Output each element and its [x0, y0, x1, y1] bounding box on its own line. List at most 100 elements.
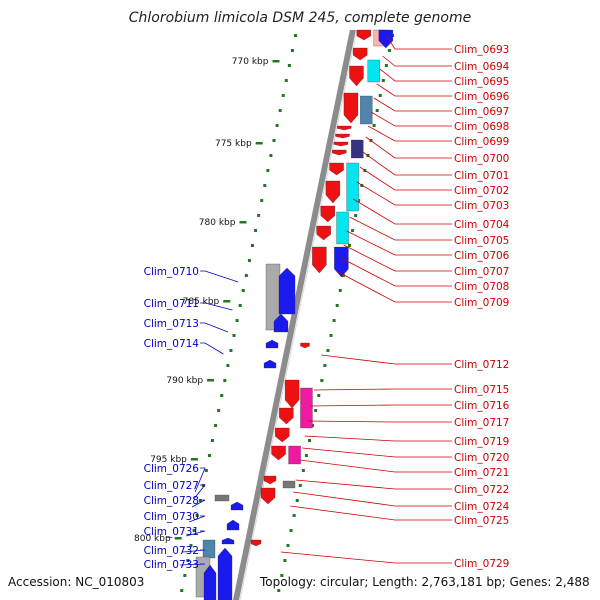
- gene-label-clim-0725: Clim_0725: [454, 515, 509, 527]
- guide-dot: [189, 544, 193, 547]
- gene-box-forward: [300, 387, 313, 429]
- gene-arrow-forward: [300, 342, 310, 349]
- gene-arrow-forward: [316, 225, 331, 241]
- gene-label-clim-0698: Clim_0698: [454, 121, 509, 133]
- genome-backbone: [233, 29, 358, 600]
- guide-dot: [207, 454, 211, 457]
- gene-arrow-forward: [333, 141, 349, 147]
- guide-dot: [381, 79, 385, 82]
- gene-arrow-forward: [279, 407, 294, 425]
- backbone-band: [233, 30, 356, 600]
- label-leader-lines: [180, 35, 452, 566]
- guide-dot: [314, 409, 318, 412]
- guide-dot: [326, 349, 330, 352]
- guide-dot: [238, 304, 242, 307]
- guide-dot: [298, 484, 302, 487]
- leader-line: [180, 563, 206, 566]
- gene-labels: Clim_0693 Clim_0694 Clim_0695 Clim_0696 Clim…: [144, 44, 510, 571]
- gene-arrow-forward: [353, 47, 368, 61]
- gene-arrow-forward: [332, 149, 347, 156]
- gene-arrow-forward: [325, 180, 341, 204]
- gene-arrow-reverse: [265, 339, 279, 349]
- guide-dot: [378, 94, 382, 97]
- leader-line: [346, 230, 452, 256]
- gene-label-clim-0717: Clim_0717: [454, 417, 509, 429]
- leader-line: [186, 530, 206, 537]
- leader-line: [340, 257, 452, 287]
- gene-label-clim-0720: Clim_0720: [454, 452, 509, 464]
- leader-line: [307, 420, 452, 423]
- guide-dot: [308, 439, 312, 442]
- guide-dot: [226, 364, 230, 367]
- guide-dot: [295, 499, 299, 502]
- guide-dot: [235, 319, 239, 322]
- guide-dot: [317, 394, 321, 397]
- leader-line: [359, 166, 452, 191]
- gene-label-clim-0727: Clim_0727: [144, 480, 199, 492]
- gene-label-clim-0701: Clim_0701: [454, 170, 509, 182]
- gene-arrow-forward: [312, 246, 327, 274]
- guide-dot: [229, 349, 233, 352]
- leader-line: [191, 499, 206, 508]
- gene-label-clim-0704: Clim_0704: [454, 219, 510, 231]
- gene-arrow-forward: [250, 539, 262, 547]
- gene-arrow-forward: [343, 92, 359, 124]
- guide-dot: [341, 274, 345, 277]
- scale-tick-mark: [207, 379, 215, 382]
- gene-arrow-forward: [329, 162, 344, 176]
- gene-label-clim-0715: Clim_0715: [454, 384, 509, 396]
- gene-arrow-forward: [356, 29, 372, 41]
- guide-dot: [332, 319, 336, 322]
- guide-dot: [301, 469, 305, 472]
- leader-line: [299, 459, 452, 473]
- guide-dot: [323, 364, 327, 367]
- guide-dot: [250, 244, 254, 247]
- leader-line: [194, 467, 206, 493]
- gene-box-forward: [367, 59, 380, 83]
- leader-line: [295, 479, 452, 490]
- guide-dot: [269, 154, 273, 157]
- leader-line: [376, 83, 452, 97]
- gene-arrow-reverse: [230, 501, 244, 511]
- guide-dot: [283, 559, 287, 562]
- gene-features: [195, 29, 394, 600]
- guide-dot: [277, 589, 281, 592]
- gene-arrow-reverse: [278, 267, 296, 315]
- gene-label-clim-0724: Clim_0724: [454, 501, 510, 513]
- scale-tick-mark: [255, 142, 263, 145]
- gene-label-clim-0729: Clim_0729: [454, 558, 509, 570]
- gene-label-clim-0714: Clim_0714: [144, 338, 200, 350]
- guide-dot: [254, 229, 258, 232]
- gene-arrow-forward: [334, 246, 349, 278]
- leader-line: [188, 515, 206, 523]
- guide-dot: [198, 499, 202, 502]
- leader-line: [290, 505, 452, 521]
- gene-arrow-forward: [263, 475, 277, 485]
- leader-line: [310, 404, 452, 407]
- gene-label-clim-0708: Clim_0708: [454, 281, 509, 293]
- guide-dot: [180, 589, 184, 592]
- gene-arrow-forward: [335, 133, 350, 139]
- gene-box-reverse: [202, 539, 216, 559]
- guide-dot: [289, 529, 293, 532]
- leader-line: [302, 447, 452, 458]
- guide-dot: [320, 379, 324, 382]
- gene-label-clim-0731: Clim_0731: [144, 526, 199, 538]
- guide-dot: [347, 244, 351, 247]
- leader-line: [373, 97, 452, 112]
- gene-label-clim-0716: Clim_0716: [454, 400, 510, 412]
- leader-line: [362, 151, 452, 176]
- gene-label-clim-0722: Clim_0722: [454, 484, 509, 496]
- guide-dot: [280, 574, 284, 577]
- scale-tick-label: 775 kbp: [215, 139, 252, 149]
- guide-dot: [354, 214, 358, 217]
- gene-box-forward: [282, 480, 296, 489]
- guide-dot: [290, 49, 294, 52]
- gene-label-clim-0707: Clim_0707: [454, 266, 509, 278]
- gene-label-clim-0732: Clim_0732: [144, 545, 199, 557]
- guide-dot: [192, 529, 196, 532]
- gene-label-clim-0697: Clim_0697: [454, 106, 509, 118]
- dots-outer-left: [180, 34, 298, 592]
- guide-dot: [260, 199, 264, 202]
- leader-line: [200, 302, 233, 311]
